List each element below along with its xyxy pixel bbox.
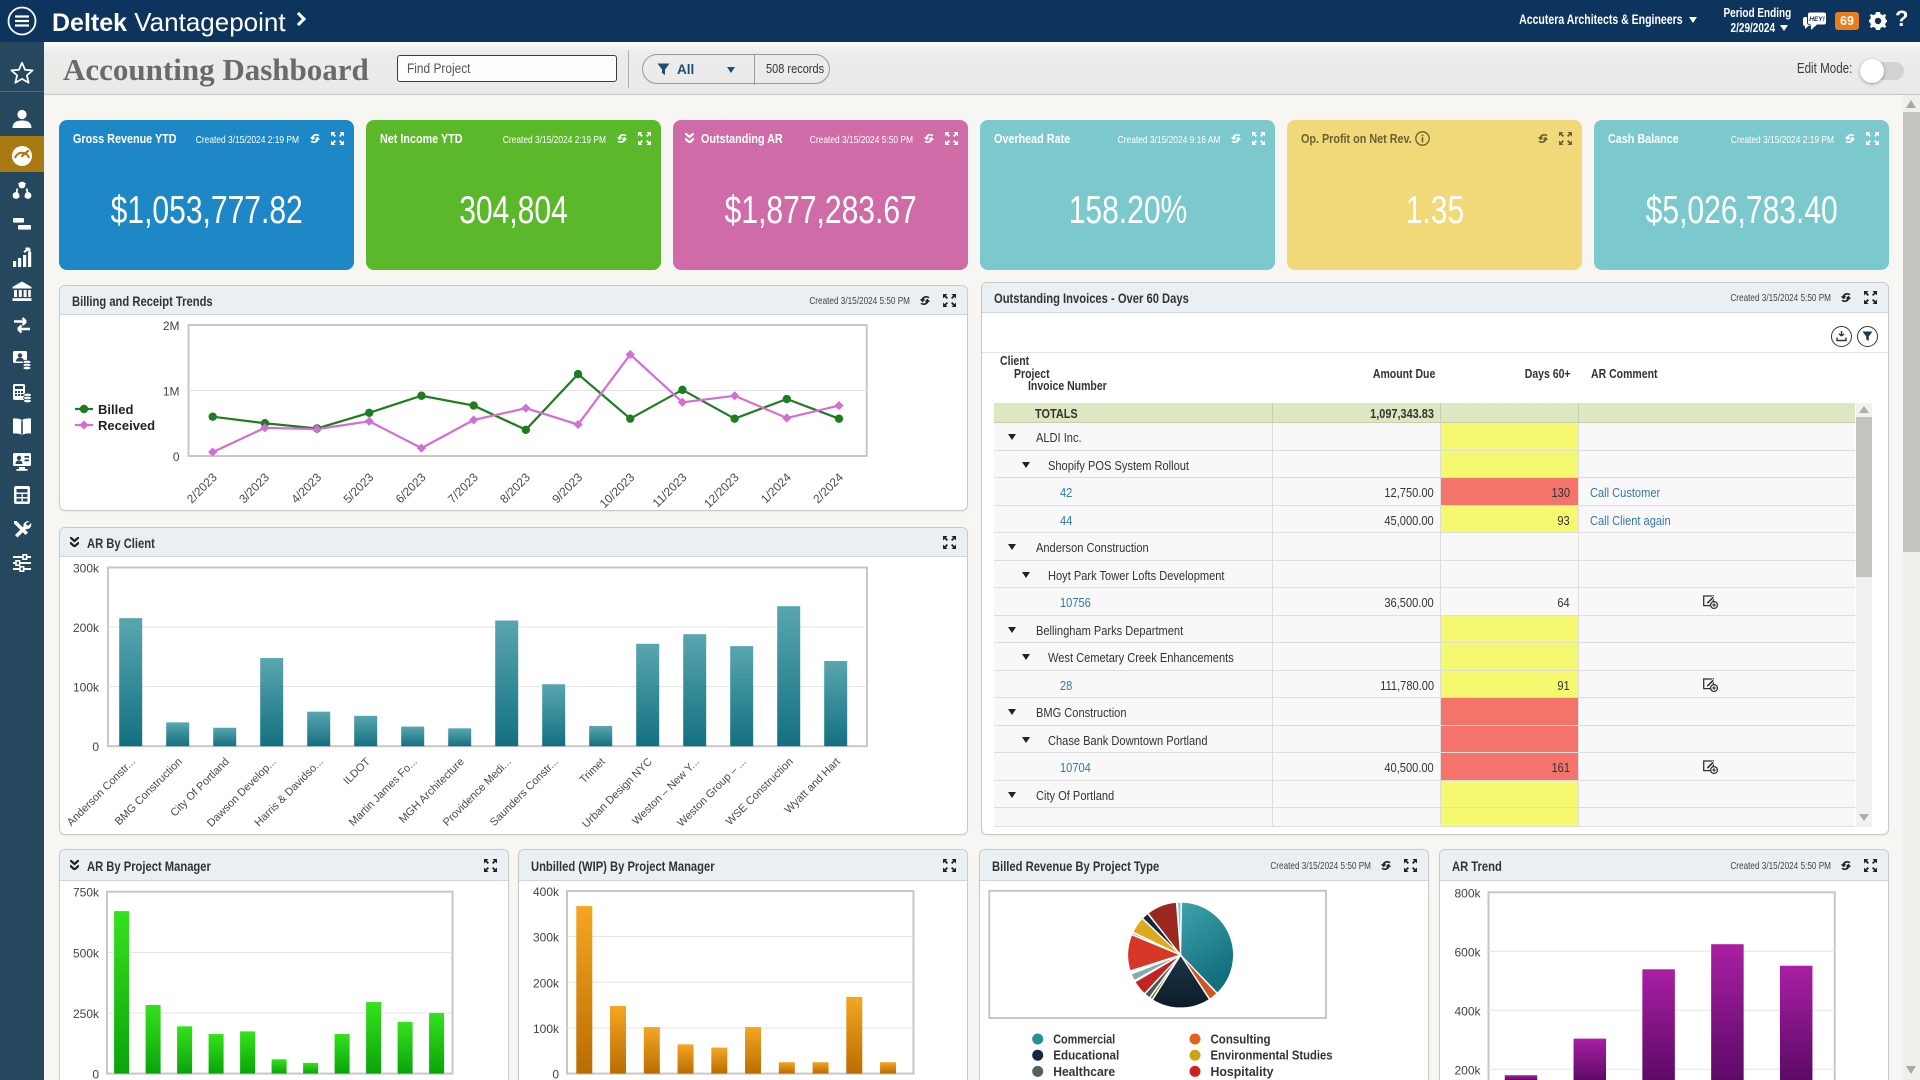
svg-text:0: 0 [552,1068,559,1080]
svg-text:1/2024: 1/2024 [758,470,794,506]
svg-text:ILDOT: ILDOT [341,756,373,788]
svg-text:Consulting: Consulting [1211,1033,1271,1047]
svg-text:100k: 100k [73,681,100,695]
svg-text:Received: Received [98,418,155,433]
svg-text:800k: 800k [1454,886,1481,900]
svg-text:12/2023: 12/2023 [701,470,742,511]
svg-text:100k: 100k [532,1022,559,1036]
svg-text:Healthcare: Healthcare [1053,1065,1115,1079]
svg-text:750k: 750k [73,886,100,900]
svg-text:2M: 2M [163,319,180,333]
svg-text:9/2023: 9/2023 [549,470,585,506]
svg-text:0: 0 [173,450,180,464]
svg-text:4/2023: 4/2023 [288,470,324,506]
svg-text:8/2023: 8/2023 [497,470,533,506]
svg-text:3/2023: 3/2023 [236,470,272,506]
svg-text:7/2023: 7/2023 [445,470,481,506]
svg-text:6/2023: 6/2023 [393,470,429,506]
svg-text:600k: 600k [1454,945,1481,959]
svg-text:200k: 200k [73,621,100,635]
svg-text:1M: 1M [163,385,180,399]
svg-text:10/2023: 10/2023 [597,470,638,511]
svg-text:5/2023: 5/2023 [341,470,377,506]
svg-text:HEY!: HEY! [1809,16,1825,23]
svg-text:200k: 200k [532,976,559,990]
svg-text:200k: 200k [1454,1063,1481,1077]
svg-text:Commercial: Commercial [1053,1033,1115,1047]
svg-text:Educational: Educational [1053,1049,1119,1063]
svg-text:400k: 400k [1454,1004,1481,1018]
svg-text:0: 0 [92,1068,99,1080]
svg-text:300k: 300k [73,561,100,575]
svg-text:2/2024: 2/2024 [810,470,846,506]
svg-text:Hospitality: Hospitality [1211,1065,1274,1079]
svg-text:Trimet: Trimet [578,756,608,786]
svg-text:Environmental Studies: Environmental Studies [1211,1049,1333,1063]
svg-text:11/2023: 11/2023 [650,470,690,510]
svg-text:2/2023: 2/2023 [184,470,220,506]
svg-text:400k: 400k [532,885,559,899]
svg-text:0: 0 [92,740,99,754]
svg-text:500k: 500k [73,946,100,960]
svg-text:250k: 250k [73,1007,100,1021]
svg-text:Billed: Billed [98,402,133,417]
svg-text:300k: 300k [532,931,559,945]
